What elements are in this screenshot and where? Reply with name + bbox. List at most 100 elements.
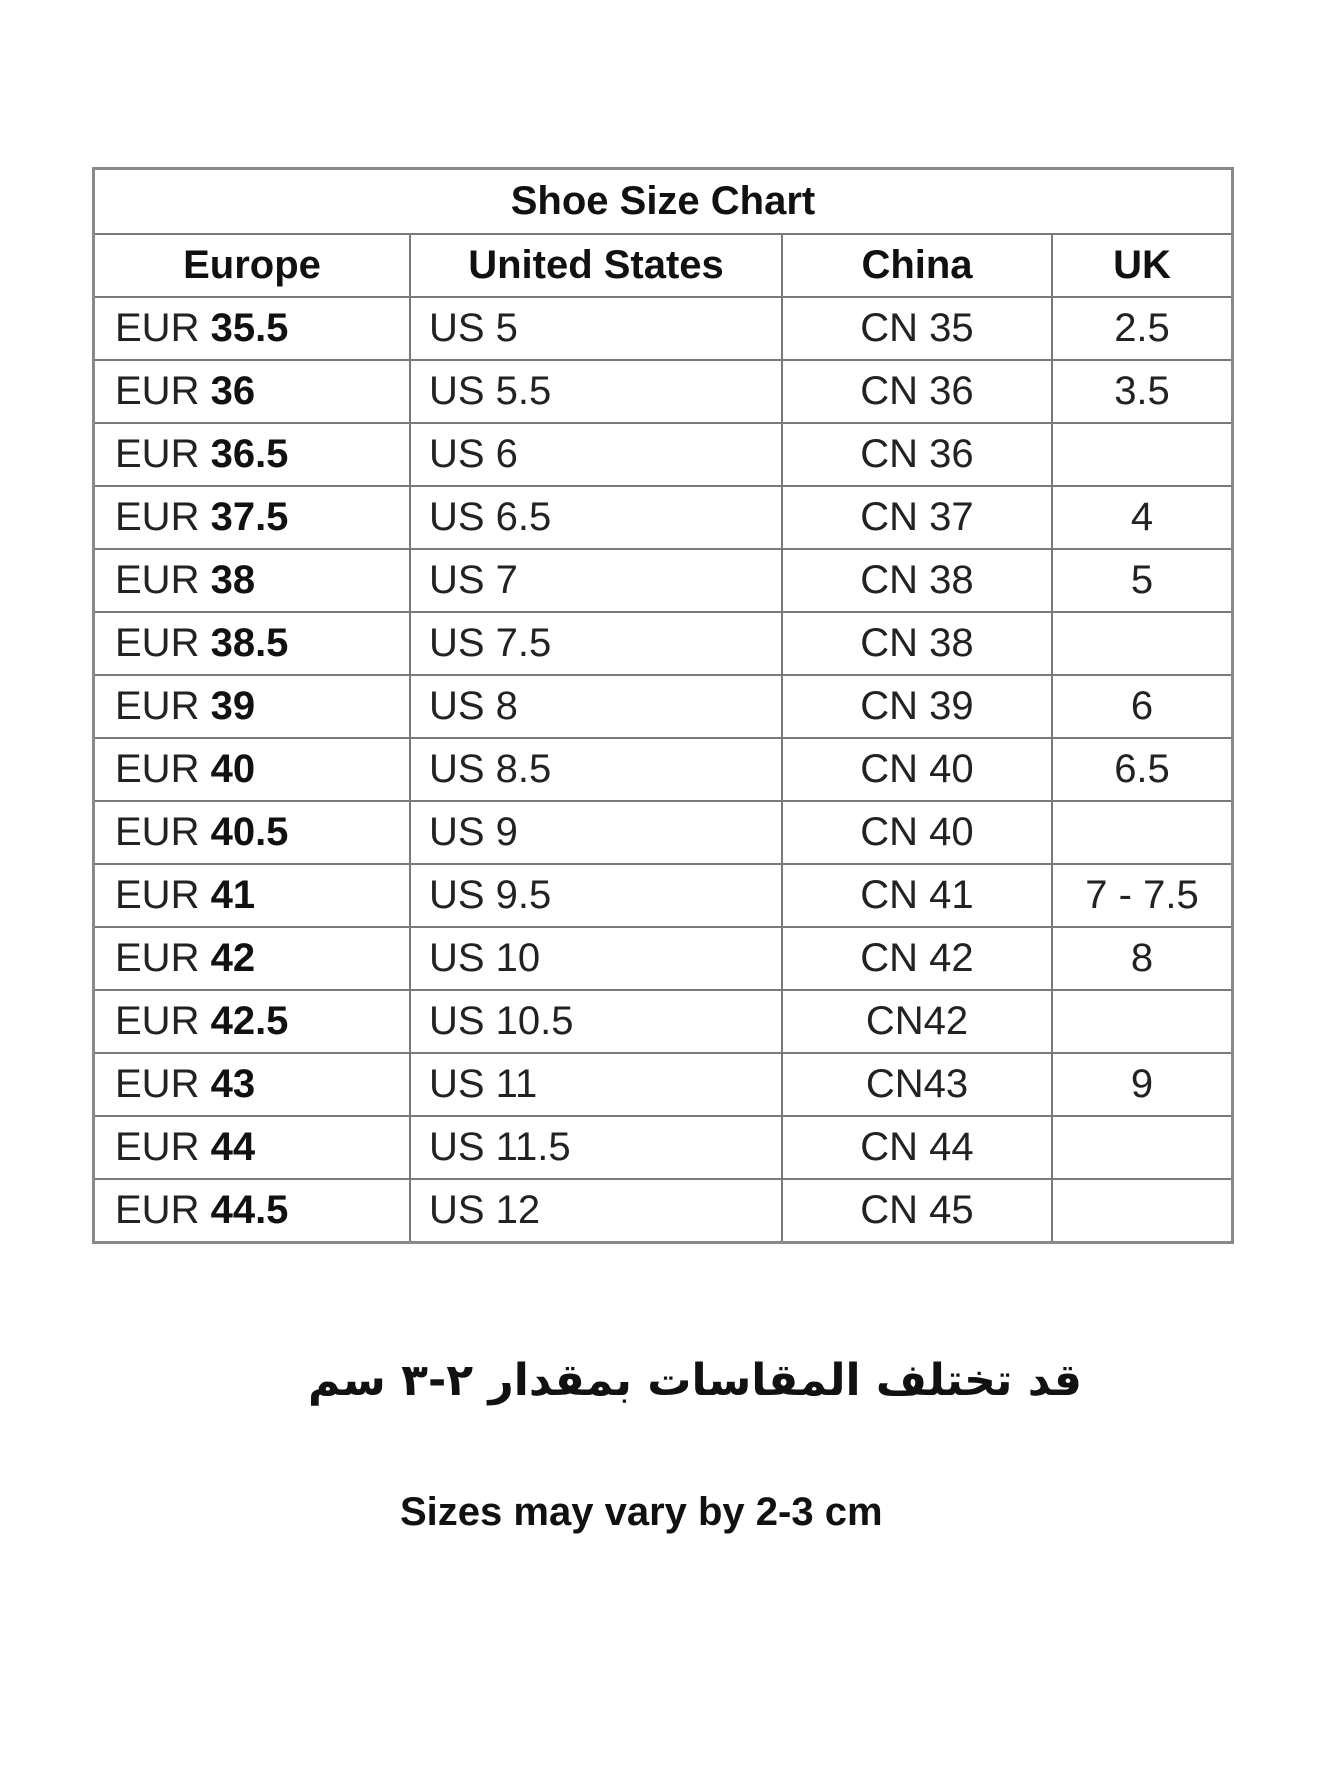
- europe-cell: EUR 36.5: [92, 422, 411, 487]
- eur-size: 39: [210, 684, 256, 728]
- table-row: EUR 38 US 7 CN 38 5: [92, 548, 1234, 613]
- europe-cell: EUR 36: [92, 359, 411, 424]
- header-china: China: [781, 233, 1053, 298]
- table-row: EUR 43 US 11 CN43 9: [92, 1052, 1234, 1117]
- eur-prefix: EUR: [115, 369, 200, 413]
- europe-cell: EUR 42.5: [92, 989, 411, 1054]
- us-cell: US 6: [409, 422, 783, 487]
- eur-prefix: EUR: [115, 873, 200, 917]
- europe-cell: EUR 44.5: [92, 1178, 411, 1244]
- uk-cell: [1051, 800, 1234, 865]
- us-cell: US 11: [409, 1052, 783, 1117]
- us-cell: US 12: [409, 1178, 783, 1244]
- europe-cell: EUR 41: [92, 863, 411, 928]
- china-cell: CN 35: [781, 296, 1053, 361]
- eur-prefix: EUR: [115, 810, 200, 854]
- eur-size: 42.5: [210, 999, 289, 1043]
- eur-prefix: EUR: [115, 999, 200, 1043]
- uk-cell: 9: [1051, 1052, 1234, 1117]
- uk-cell: 5: [1051, 548, 1234, 613]
- uk-cell: 6: [1051, 674, 1234, 739]
- table-row: EUR 44 US 11.5 CN 44: [92, 1115, 1234, 1180]
- china-cell: CN43: [781, 1052, 1053, 1117]
- us-cell: US 5.5: [409, 359, 783, 424]
- header-europe: Europe: [92, 233, 411, 298]
- eur-size: 40: [210, 747, 256, 791]
- china-cell: CN 38: [781, 611, 1053, 676]
- us-cell: US 10.5: [409, 989, 783, 1054]
- uk-cell: [1051, 611, 1234, 676]
- eur-size: 43: [210, 1062, 256, 1106]
- europe-cell: EUR 44: [92, 1115, 411, 1180]
- uk-cell: [1051, 422, 1234, 487]
- china-cell: CN 38: [781, 548, 1053, 613]
- china-cell: CN 36: [781, 422, 1053, 487]
- us-cell: US 10: [409, 926, 783, 991]
- header-uk: UK: [1051, 233, 1234, 298]
- uk-cell: 7 - 7.5: [1051, 863, 1234, 928]
- china-cell: CN 40: [781, 737, 1053, 802]
- europe-cell: EUR 43: [92, 1052, 411, 1117]
- china-cell: CN 39: [781, 674, 1053, 739]
- europe-cell: EUR 35.5: [92, 296, 411, 361]
- china-cell: CN 41: [781, 863, 1053, 928]
- eur-prefix: EUR: [115, 1188, 200, 1232]
- table-row: EUR 40.5 US 9 CN 40: [92, 800, 1234, 865]
- us-cell: US 6.5: [409, 485, 783, 550]
- table-row: EUR 36 US 5.5 CN 36 3.5: [92, 359, 1234, 424]
- eur-prefix: EUR: [115, 306, 200, 350]
- table-row: EUR 39 US 8 CN 39 6: [92, 674, 1234, 739]
- table-row: EUR 38.5 US 7.5 CN 38: [92, 611, 1234, 676]
- eur-size: 44: [210, 1125, 256, 1169]
- eur-prefix: EUR: [115, 558, 200, 602]
- us-cell: US 5: [409, 296, 783, 361]
- china-cell: CN 42: [781, 926, 1053, 991]
- table-row: EUR 37.5 US 6.5 CN 37 4: [92, 485, 1234, 550]
- us-cell: US 9.5: [409, 863, 783, 928]
- table-row: EUR 42 US 10 CN 42 8: [92, 926, 1234, 991]
- table-row: EUR 40 US 8.5 CN 40 6.5: [92, 737, 1234, 802]
- eur-size: 36.5: [210, 432, 289, 476]
- uk-cell: 8: [1051, 926, 1234, 991]
- china-cell: CN 45: [781, 1178, 1053, 1244]
- eur-prefix: EUR: [115, 936, 200, 980]
- english-note: Sizes may vary by 2-3 cm: [400, 1490, 883, 1534]
- us-cell: US 9: [409, 800, 783, 865]
- uk-cell: [1051, 1178, 1234, 1244]
- eur-prefix: EUR: [115, 747, 200, 791]
- eur-prefix: EUR: [115, 495, 200, 539]
- eur-prefix: EUR: [115, 621, 200, 665]
- eur-size: 38: [210, 558, 256, 602]
- us-cell: US 8.5: [409, 737, 783, 802]
- china-cell: CN 36: [781, 359, 1053, 424]
- china-cell: CN 40: [781, 800, 1053, 865]
- eur-size: 42: [210, 936, 256, 980]
- uk-cell: 3.5: [1051, 359, 1234, 424]
- china-cell: CN 37: [781, 485, 1053, 550]
- table-row: EUR 36.5 US 6 CN 36: [92, 422, 1234, 487]
- eur-size: 40.5: [210, 810, 289, 854]
- europe-cell: EUR 42: [92, 926, 411, 991]
- eur-size: 44.5: [210, 1188, 289, 1232]
- us-cell: US 7: [409, 548, 783, 613]
- eur-size: 36: [210, 369, 256, 413]
- eur-size: 37.5: [210, 495, 289, 539]
- table-row: EUR 41 US 9.5 CN 41 7 - 7.5: [92, 863, 1234, 928]
- europe-cell: EUR 38.5: [92, 611, 411, 676]
- europe-cell: EUR 40.5: [92, 800, 411, 865]
- arabic-note: قد تختلف المقاسات بمقدار ٢-٣ سم: [308, 1355, 1082, 1406]
- us-cell: US 11.5: [409, 1115, 783, 1180]
- china-cell: CN42: [781, 989, 1053, 1054]
- table-row: EUR 35.5 US 5 CN 35 2.5: [92, 296, 1234, 361]
- eur-prefix: EUR: [115, 432, 200, 476]
- us-cell: US 8: [409, 674, 783, 739]
- table-row: EUR 44.5 US 12 CN 45: [92, 1178, 1234, 1244]
- uk-cell: 6.5: [1051, 737, 1234, 802]
- europe-cell: EUR 37.5: [92, 485, 411, 550]
- size-chart-table: Shoe Size Chart Europe United States Chi…: [92, 167, 1234, 1244]
- table-row: EUR 42.5 US 10.5 CN42: [92, 989, 1234, 1054]
- europe-cell: EUR 39: [92, 674, 411, 739]
- eur-size: 41: [210, 873, 256, 917]
- us-cell: US 7.5: [409, 611, 783, 676]
- uk-cell: 4: [1051, 485, 1234, 550]
